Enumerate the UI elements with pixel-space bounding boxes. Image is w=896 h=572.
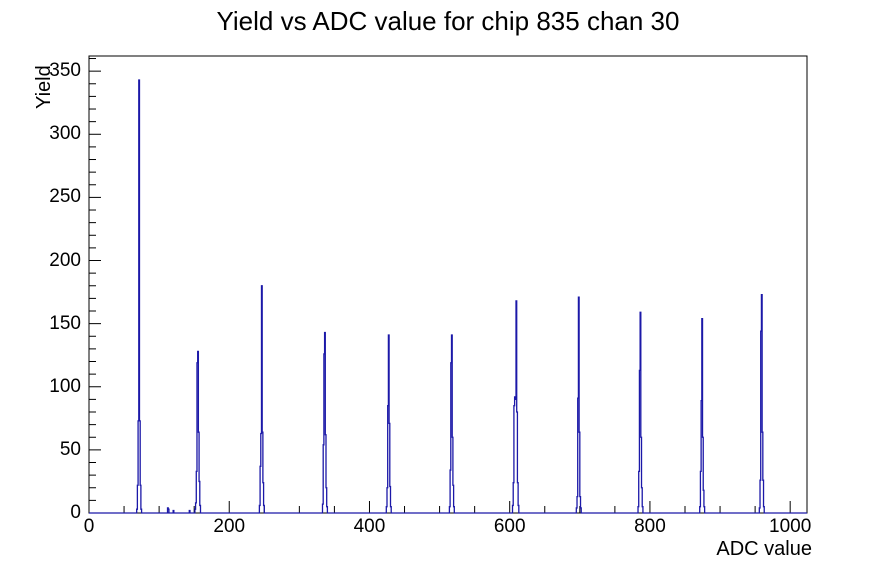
y-tick-label: 50 xyxy=(59,438,81,460)
x-axis-title: ADC value xyxy=(716,538,812,560)
x-tick-label: 800 xyxy=(634,516,666,537)
x-tick-label: 600 xyxy=(493,516,526,537)
x-tick-label: 0 xyxy=(83,516,95,537)
x-tick-label: 400 xyxy=(353,516,386,537)
chart-title: Yield vs ADC value for chip 835 chan 30 xyxy=(216,6,680,36)
y-tick-label: 0 xyxy=(70,502,81,523)
y-tick-label: 200 xyxy=(49,249,81,271)
x-tick-label: 200 xyxy=(213,516,246,537)
histogram-path xyxy=(89,79,807,514)
y-tick-label: 250 xyxy=(49,186,81,208)
x-tick-label: 1000 xyxy=(769,516,812,537)
y-tick-label: 300 xyxy=(49,123,81,145)
y-tick-label: 100 xyxy=(49,375,81,397)
y-tick-label: 350 xyxy=(49,60,81,82)
y-tick-label: 150 xyxy=(49,312,81,334)
